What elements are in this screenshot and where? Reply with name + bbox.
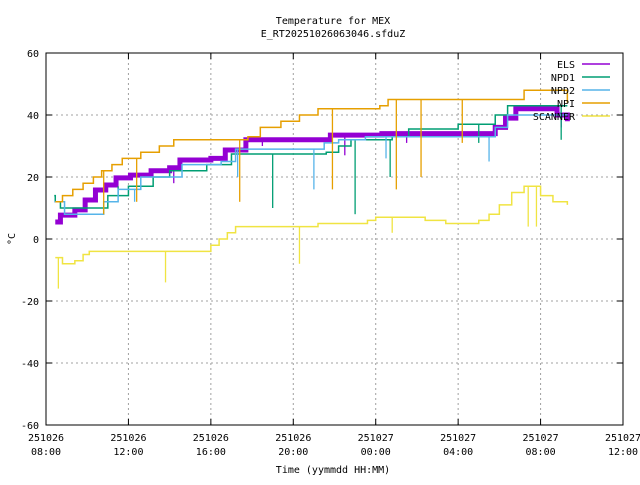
y-tick-label: 40 xyxy=(27,111,39,122)
x-tick-time: 20:00 xyxy=(278,447,308,458)
series-line-npd2 xyxy=(54,114,568,215)
x-tick-time: 08:00 xyxy=(31,447,61,458)
legend-label: SCANNER xyxy=(533,112,576,123)
legend-label: NPD1 xyxy=(551,73,575,84)
x-tick-time: 12:00 xyxy=(608,447,638,458)
series-line-npi xyxy=(55,89,569,203)
y-tick-label: -20 xyxy=(21,297,39,308)
y-tick-label: 60 xyxy=(27,49,39,60)
plot-border xyxy=(45,52,624,426)
series-group xyxy=(54,89,570,289)
x-tick-time: 16:00 xyxy=(196,447,226,458)
legend-label: NPD2 xyxy=(551,86,575,97)
chart-subtitle: E_RT20251026063046.sfduZ xyxy=(261,29,406,40)
axes: -60 -40 -20 0 20 40 60 251026 08:00 251026 12:00 25… xyxy=(21,49,640,458)
series-line-scanner xyxy=(55,185,569,265)
x-tick-date: 251026 xyxy=(110,433,146,444)
x-tick-date: 251027 xyxy=(605,433,640,444)
legend-label: NPI xyxy=(557,99,575,110)
legend: ELS NPD1 NPD2 NPI SCANNER xyxy=(533,60,610,123)
chart-title: Temperature for MEX xyxy=(276,16,390,27)
x-tick-time: 12:00 xyxy=(113,447,143,458)
x-tick-date: 251026 xyxy=(193,433,229,444)
x-tick-time: 08:00 xyxy=(526,447,556,458)
x-tick-date: 251027 xyxy=(523,433,559,444)
x-tick-date: 251026 xyxy=(28,433,64,444)
y-tick-label: 0 xyxy=(33,235,39,246)
y-axis-label: °C xyxy=(7,233,18,245)
y-tick-label: 20 xyxy=(27,173,39,184)
x-tick-date: 251026 xyxy=(275,433,311,444)
series-line-npd1 xyxy=(54,104,568,209)
y-tick-label: -40 xyxy=(21,359,39,370)
series-line-els xyxy=(55,106,570,225)
x-axis-label: Time (yymmdd HH:MM) xyxy=(276,465,390,476)
x-tick-date: 251027 xyxy=(358,433,394,444)
y-tick-label: -60 xyxy=(21,421,39,432)
x-tick-time: 04:00 xyxy=(443,447,473,458)
x-tick-date: 251027 xyxy=(440,433,476,444)
x-tick-time: 00:00 xyxy=(361,447,391,458)
legend-label: ELS xyxy=(557,60,575,71)
